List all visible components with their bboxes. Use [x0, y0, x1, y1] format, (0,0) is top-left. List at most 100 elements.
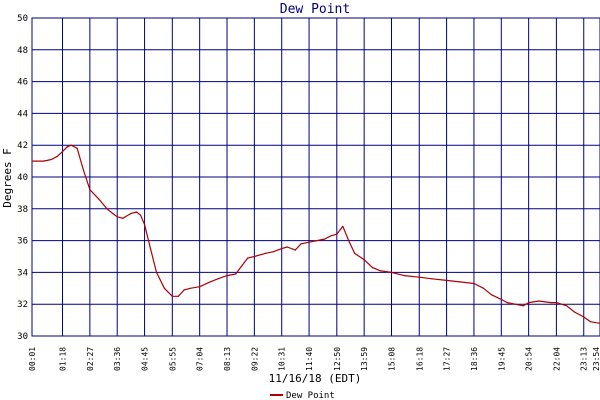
- x-tick-label: 19:45: [497, 347, 506, 371]
- data-point: [294, 249, 296, 251]
- y-tick-label: 44: [17, 109, 28, 119]
- data-point: [136, 211, 138, 213]
- y-axis-label: Degrees F: [1, 148, 14, 208]
- data-point: [50, 158, 53, 161]
- data-point: [264, 252, 267, 254]
- data-point: [459, 281, 461, 283]
- series-group: [31, 144, 600, 324]
- data-point: [514, 303, 516, 305]
- y-tick-label: 40: [17, 173, 28, 183]
- data-point: [163, 287, 165, 289]
- data-point: [589, 321, 592, 323]
- x-tick-label: 03:36: [113, 347, 122, 371]
- data-point: [155, 271, 158, 273]
- data-point: [482, 287, 485, 289]
- data-point: [112, 213, 114, 215]
- x-tick-label: 22:04: [552, 347, 561, 371]
- data-point: [217, 278, 219, 280]
- x-tick-label: 07:04: [196, 347, 205, 371]
- data-point: [354, 252, 356, 254]
- data-point: [330, 235, 332, 237]
- data-point: [144, 224, 146, 226]
- data-point: [324, 238, 326, 240]
- x-tick-label: 15:08: [388, 347, 397, 371]
- data-point: [379, 270, 381, 272]
- x-tick-label: 20:54: [525, 347, 534, 371]
- data-point: [253, 255, 255, 258]
- x-tick-label: 18:36: [470, 347, 479, 371]
- data-point: [574, 311, 576, 313]
- data-point: [281, 248, 283, 250]
- data-point: [528, 302, 530, 304]
- data-point: [42, 160, 45, 162]
- data-point: [566, 305, 568, 307]
- data-point: [500, 298, 502, 300]
- x-tick-label: 13:59: [360, 347, 369, 371]
- x-tick-label: 04:45: [141, 347, 150, 371]
- legend-label: Dew Point: [286, 391, 335, 400]
- data-point: [555, 302, 558, 304]
- data-point: [89, 189, 91, 191]
- data-point: [31, 160, 33, 162]
- data-point: [66, 146, 68, 148]
- x-tick-label: 05:55: [168, 347, 177, 371]
- data-point: [56, 155, 59, 157]
- data-point: [583, 316, 585, 318]
- data-point: [363, 259, 365, 261]
- y-tick-label: 42: [17, 141, 28, 151]
- data-point: [226, 275, 228, 277]
- x-tick-label: 12:50: [333, 347, 342, 371]
- data-point: [390, 271, 393, 273]
- y-tick-label: 36: [17, 237, 28, 247]
- data-point: [286, 246, 288, 248]
- y-tick-label: 30: [17, 332, 28, 342]
- data-point: [70, 144, 72, 146]
- y-tick-label: 46: [17, 78, 28, 88]
- data-point: [316, 240, 318, 242]
- chart-title: Dew Point: [280, 2, 350, 17]
- data-point: [82, 168, 84, 170]
- data-point: [61, 151, 64, 153]
- data-point: [336, 233, 338, 235]
- data-point: [431, 278, 433, 280]
- data-point: [235, 273, 237, 275]
- data-point: [149, 248, 152, 250]
- data-point: [199, 286, 201, 288]
- data-point: [140, 214, 142, 216]
- data-point: [348, 240, 350, 242]
- x-tick-label: 23:13: [580, 347, 589, 371]
- data-point: [272, 251, 274, 253]
- data-point: [241, 265, 243, 267]
- x-tick-label: 17:27: [443, 347, 452, 371]
- data-point: [308, 241, 310, 243]
- data-point: [522, 305, 524, 307]
- data-point: [371, 267, 374, 269]
- y-tick-label: 32: [17, 300, 28, 310]
- data-point: [116, 216, 118, 218]
- y-tick-label: 34: [17, 268, 28, 278]
- data-point: [106, 208, 108, 210]
- data-point: [418, 276, 420, 278]
- data-point: [446, 279, 448, 281]
- data-point: [189, 287, 191, 289]
- data-point: [538, 300, 540, 302]
- y-tick-label: 48: [17, 46, 28, 56]
- x-end-label: 23:54: [592, 347, 600, 371]
- data-point: [183, 289, 185, 291]
- x-tick-label: 11:40: [305, 347, 314, 371]
- x-tick-label: 02:27: [86, 347, 95, 371]
- data-point: [122, 217, 124, 219]
- x-tick-label: 01:18: [59, 347, 68, 371]
- x-tick-labels: 00:01 01:18 02:27 03:36 04:45 05:55 07:04 08:13…: [28, 347, 600, 371]
- y-tick-labels: 30 32 34 36 38 40 42 44 46 48 50: [17, 14, 28, 342]
- data-point: [98, 198, 100, 200]
- y-tick-label: 50: [17, 14, 28, 24]
- x-tick-label: 16:18: [415, 347, 424, 371]
- data-point: [403, 275, 405, 277]
- data-point: [130, 213, 132, 215]
- data-point: [209, 281, 211, 283]
- data-point: [490, 294, 492, 296]
- x-axis-label: 11/16/18 (EDT): [269, 372, 362, 385]
- x-tick-label: 00:01: [28, 347, 37, 371]
